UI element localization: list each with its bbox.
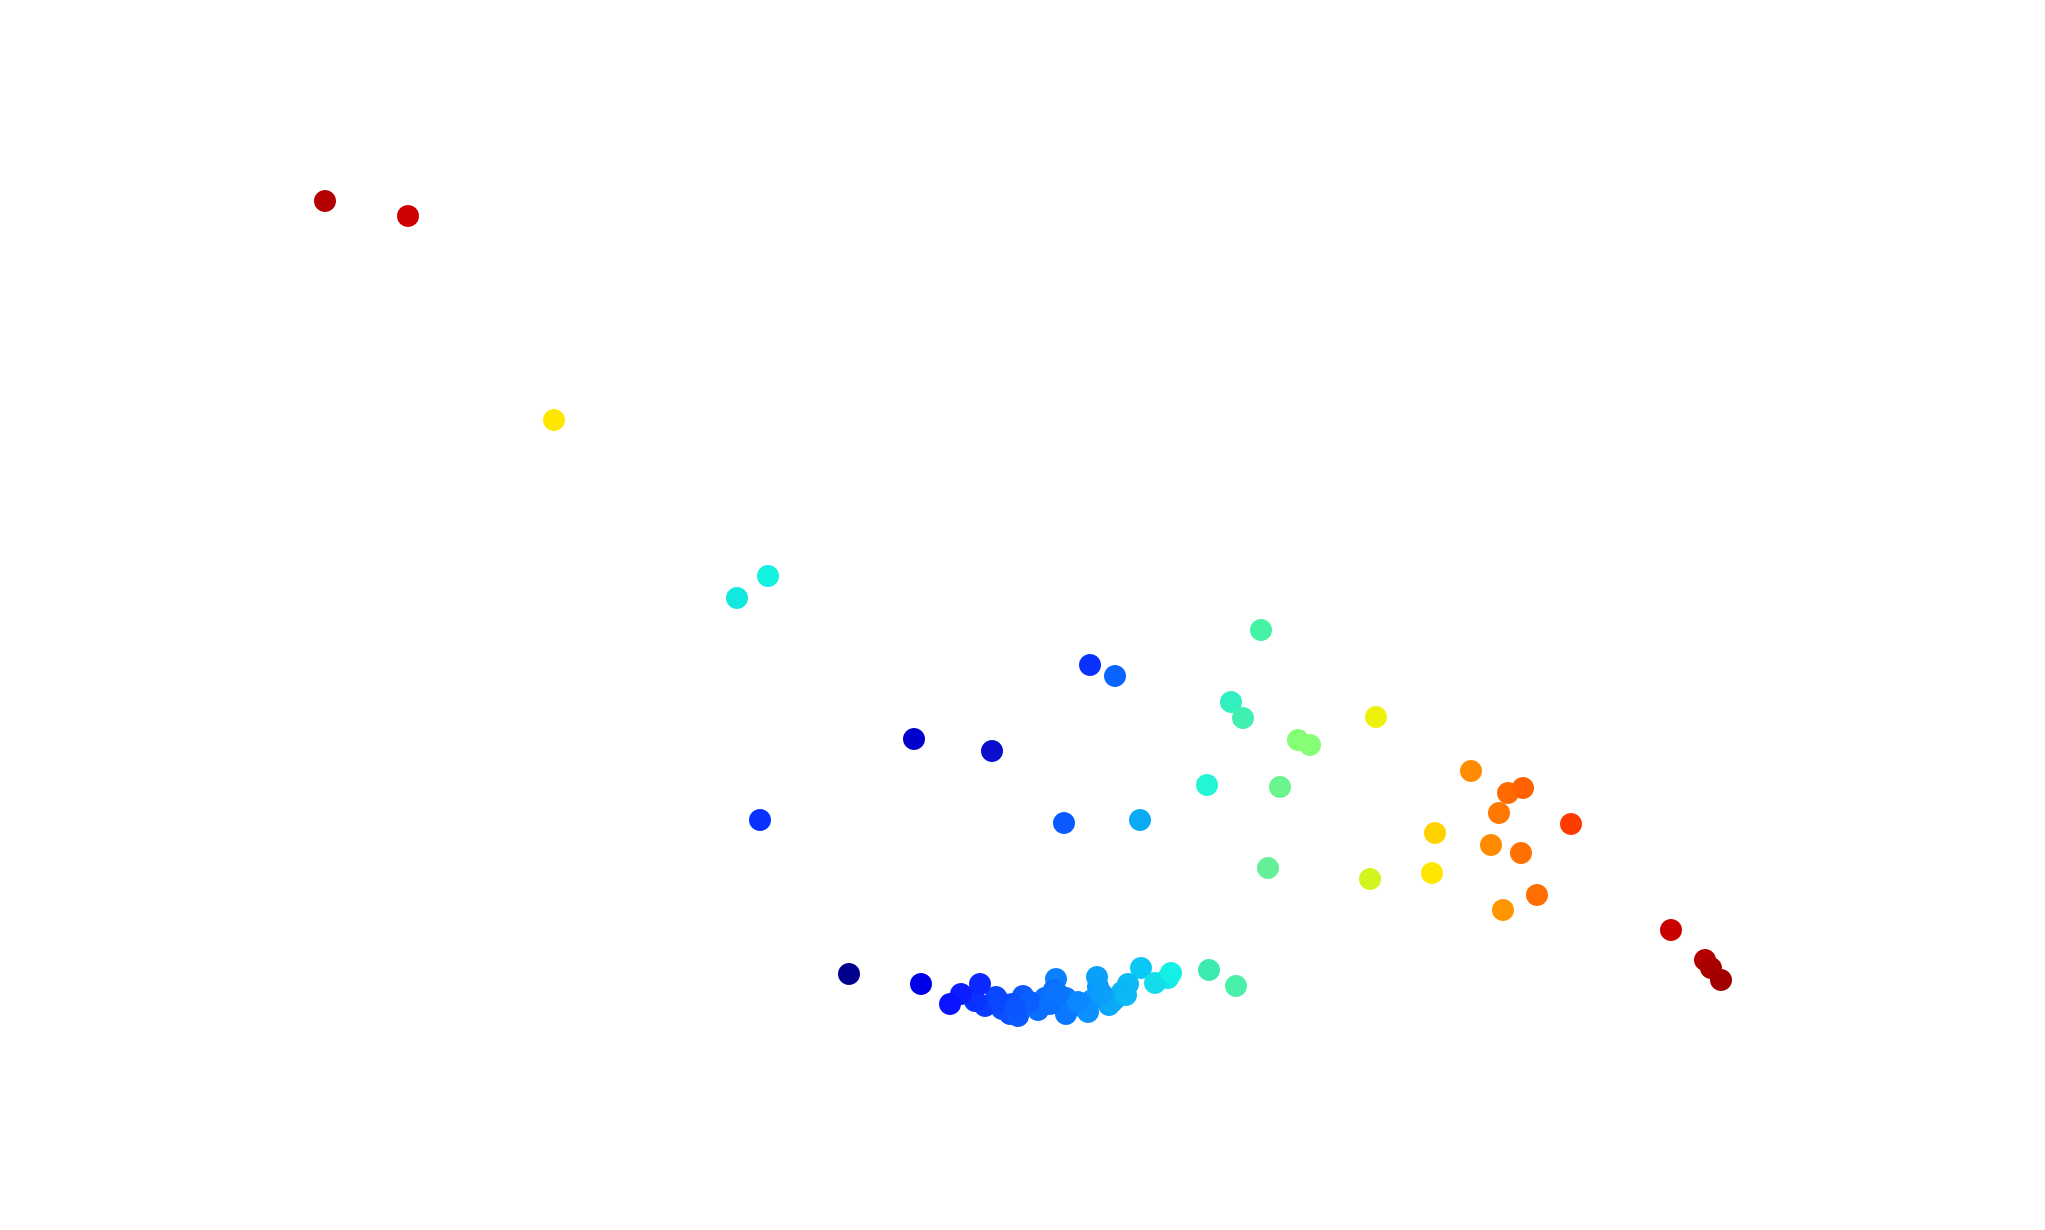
scatter-point-1	[314, 190, 336, 212]
scatter-point-6	[1079, 654, 1101, 676]
scatter-point-40	[1198, 959, 1220, 981]
scatter-point-5	[757, 565, 779, 587]
scatter-point-3	[543, 409, 565, 431]
scatter-point-45	[1160, 962, 1182, 984]
scatter-point-44	[1144, 972, 1166, 994]
scatter-point-20	[1129, 809, 1151, 831]
scatter-point-74	[1115, 984, 1137, 1006]
scatter-point-33	[1492, 899, 1514, 921]
scatter-point-81	[1047, 983, 1069, 1005]
scatter-point-25	[1488, 802, 1510, 824]
scatter-point-8	[981, 740, 1003, 762]
scatter-point-12	[1232, 707, 1254, 729]
data-points-layer	[314, 190, 1732, 1027]
scatter-point-21	[1257, 857, 1279, 879]
scatter-point-32	[1526, 884, 1548, 906]
scatter-point-48	[1086, 966, 1108, 988]
scatter-point-2	[397, 205, 419, 227]
scatter-point-26	[1560, 813, 1582, 835]
scatter-point-11	[1220, 691, 1242, 713]
scatter-point-18	[749, 809, 771, 831]
scatter-point-41	[1225, 975, 1247, 997]
scatter-point-42	[1130, 957, 1152, 979]
scatter-point-79	[1091, 983, 1113, 1005]
scatter-point-75	[1067, 991, 1089, 1013]
scatter-point-14	[1299, 734, 1321, 756]
scatter-point-34	[1660, 919, 1682, 941]
scatter-point-9	[903, 728, 925, 750]
scatter-point-16	[1196, 774, 1218, 796]
scatter-point-19	[1053, 812, 1075, 834]
scatter-point-28	[1480, 834, 1502, 856]
scatter-point-67	[939, 993, 961, 1015]
scatter-point-22	[1460, 760, 1482, 782]
scatter-point-65	[969, 973, 991, 995]
scatter-point-80	[1004, 997, 1026, 1019]
scatter-point-17	[1269, 776, 1291, 798]
scatter-point-38	[838, 963, 860, 985]
scatter-point-7	[1104, 665, 1126, 687]
scatter-point-4	[726, 587, 748, 609]
scatter-point-15	[1365, 706, 1387, 728]
scatter-point-10	[1250, 619, 1272, 641]
scatter-point-24	[1512, 777, 1534, 799]
scatter-point-39	[910, 973, 932, 995]
scatter-point-37	[1710, 969, 1732, 991]
scatter-point-27	[1424, 822, 1446, 844]
scatter-point-31	[1421, 862, 1443, 884]
scatter-point-29	[1510, 842, 1532, 864]
scatter-point-30	[1359, 868, 1381, 890]
